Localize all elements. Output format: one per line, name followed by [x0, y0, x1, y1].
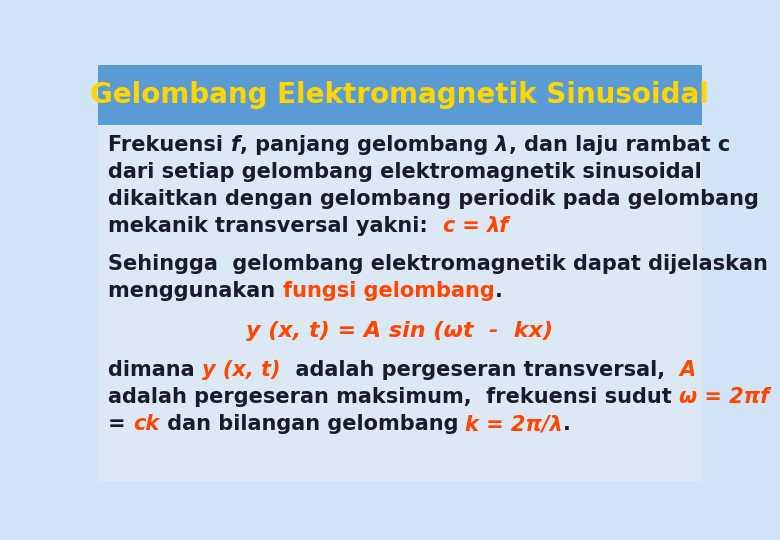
- Text: ω = 2πf: ω = 2πf: [679, 387, 770, 408]
- Text: Frekuensi: Frekuensi: [108, 134, 231, 154]
- Text: adalah pergeseran maksimum,  frekuensi sudut: adalah pergeseran maksimum, frekuensi su…: [108, 387, 679, 408]
- Text: c: c: [442, 215, 455, 236]
- Text: dari setiap gelombang elektromagnetik sinusoidal: dari setiap gelombang elektromagnetik si…: [108, 161, 702, 181]
- Text: y (x, t): y (x, t): [202, 360, 281, 380]
- Text: dimana: dimana: [108, 360, 202, 380]
- Text: mekanik transversal yakni:: mekanik transversal yakni:: [108, 215, 442, 236]
- Text: .: .: [563, 415, 571, 435]
- Text: , panjang gelombang: , panjang gelombang: [239, 134, 495, 154]
- Text: y (x, t) = A sin (ωt  -  kx): y (x, t) = A sin (ωt - kx): [246, 321, 553, 341]
- Text: k = 2π/λ: k = 2π/λ: [465, 415, 563, 435]
- Text: ck: ck: [133, 415, 159, 435]
- Text: λf: λf: [487, 215, 509, 236]
- Text: fungsi gelombang: fungsi gelombang: [283, 281, 495, 301]
- Text: Gelombang Elektromagnetik Sinusoidal: Gelombang Elektromagnetik Sinusoidal: [90, 81, 709, 109]
- Text: menggunakan: menggunakan: [108, 281, 283, 301]
- Text: dan bilangan gelombang: dan bilangan gelombang: [159, 415, 465, 435]
- Text: f: f: [231, 134, 239, 154]
- Text: .: .: [495, 281, 502, 301]
- Text: A: A: [679, 360, 696, 380]
- FancyBboxPatch shape: [98, 125, 702, 481]
- Text: , dan laju rambat c: , dan laju rambat c: [509, 134, 730, 154]
- Text: adalah pergeseran transversal,: adalah pergeseran transversal,: [281, 360, 679, 380]
- Text: =: =: [108, 415, 133, 435]
- FancyBboxPatch shape: [98, 65, 702, 125]
- Text: Sehingga  gelombang elektromagnetik dapat dijelaskan: Sehingga gelombang elektromagnetik dapat…: [108, 254, 768, 274]
- Text: =: =: [455, 215, 487, 236]
- Text: dikaitkan dengan gelombang periodik pada gelombang: dikaitkan dengan gelombang periodik pada…: [108, 188, 759, 208]
- Text: λ: λ: [495, 134, 509, 154]
